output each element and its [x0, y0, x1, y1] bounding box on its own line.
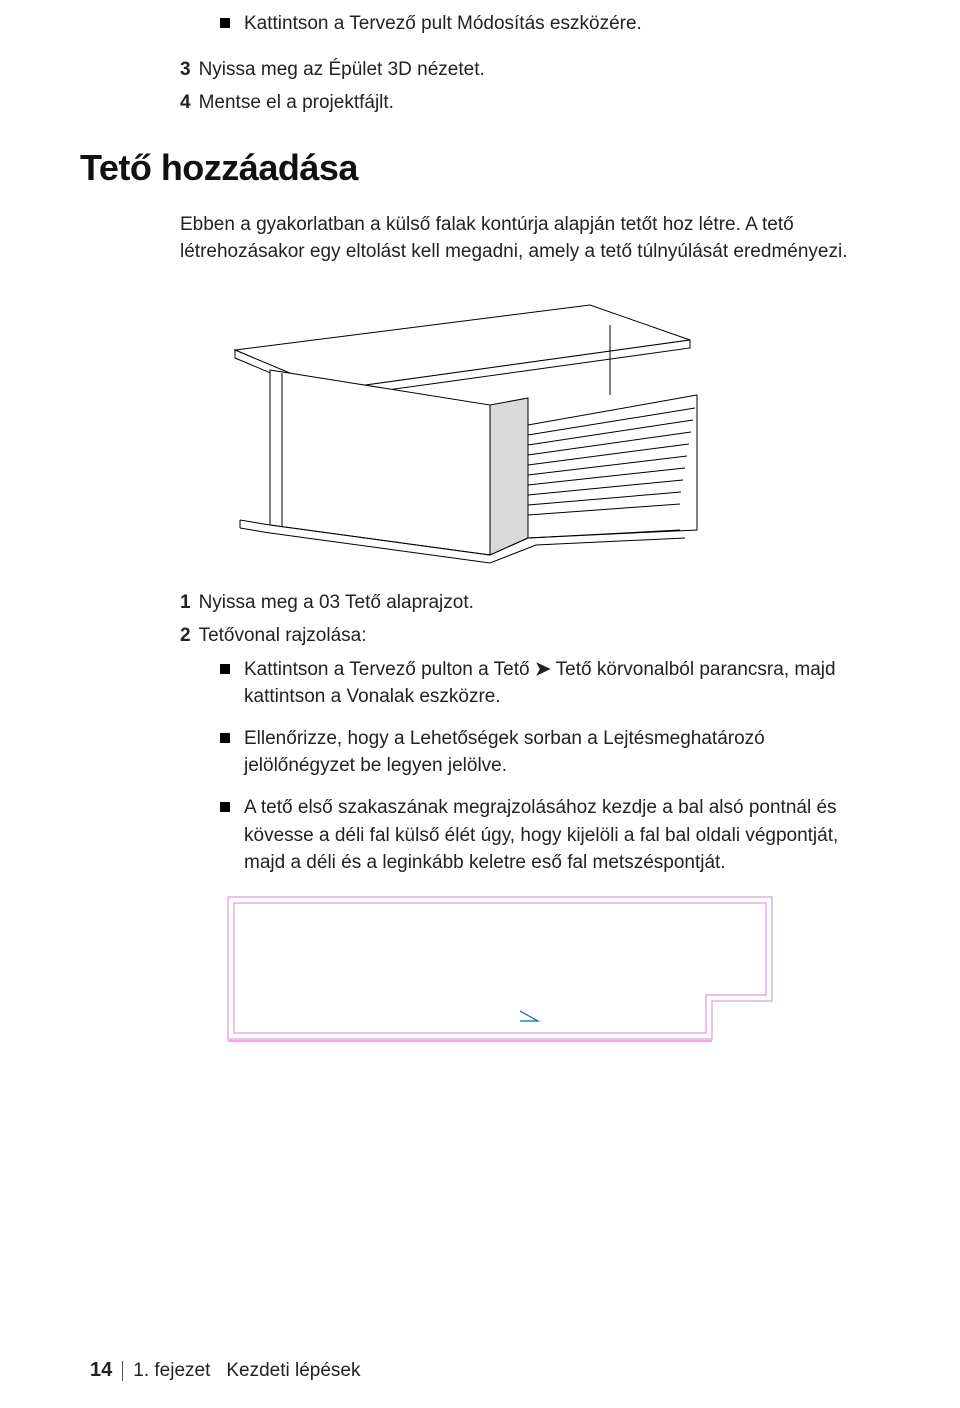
step2-bullet-1-text: Kattintson a Tervező pulton a Tető ➤ Tet…: [244, 656, 860, 711]
step2-bullet-3: A tető első szakaszának megrajzolásához …: [220, 794, 860, 877]
step-1: 1 Nyissa meg a 03 Tető alaprajzot.: [180, 589, 860, 617]
step-number: 1: [180, 589, 191, 617]
square-bullet-icon: [220, 18, 230, 28]
wall-block: [270, 370, 528, 555]
square-bullet-icon: [220, 664, 230, 674]
square-bullet-icon: [220, 802, 230, 812]
section-title: Tető hozzáadása: [80, 147, 860, 189]
stairs: [528, 395, 697, 538]
step-number: 3: [180, 56, 191, 84]
step-text: Tetővonal rajzolása:: [199, 622, 367, 650]
figure-3d-wrap: [180, 280, 860, 575]
top-bullet-1: Kattintson a Tervező pult Módosítás eszk…: [220, 10, 860, 38]
step-text: Mentse el a projektfájlt.: [199, 89, 394, 117]
slope-marker-icon: [520, 1011, 538, 1021]
section-intro: Ebben a gyakorlatban a külső falak kontú…: [180, 211, 850, 266]
chapter-number: 1. fejezet: [133, 1360, 210, 1382]
square-bullet-icon: [220, 733, 230, 743]
step-2: 2 Tetővonal rajzolása:: [180, 622, 860, 650]
arrow-icon: ➤: [535, 659, 551, 680]
step2-bullet-2-text: Ellenőrizze, hogy a Lehetőségek sorban a…: [244, 725, 860, 780]
step-number: 2: [180, 622, 191, 650]
step-text: Nyissa meg a 03 Tető alaprajzot.: [199, 589, 474, 617]
footer-separator-icon: [122, 1361, 123, 1381]
b1-prefix: Kattintson a Tervező pulton a Tető: [244, 659, 535, 680]
top-step-4: 4 Mentse el a projektfájlt.: [180, 89, 860, 117]
step2-bullet-2: Ellenőrizze, hogy a Lehetőségek sorban a…: [220, 725, 860, 780]
step-text: Nyissa meg az Épület 3D nézetet.: [199, 56, 485, 84]
figure-plan: [220, 889, 780, 1049]
page-footer: 14 1. fejezet Kezdeti lépések: [90, 1359, 361, 1382]
step-number: 4: [180, 89, 191, 117]
page-root: Kattintson a Tervező pult Módosítás eszk…: [0, 0, 960, 1408]
page-number: 14: [90, 1359, 112, 1382]
top-step-3: 3 Nyissa meg az Épület 3D nézetet.: [180, 56, 860, 84]
step2-bullet-3-text: A tető első szakaszának megrajzolásához …: [244, 794, 860, 877]
plan-walls: [228, 897, 772, 1039]
top-bullet-1-text: Kattintson a Tervező pult Módosítás eszk…: [244, 10, 642, 38]
step2-bullet-1: Kattintson a Tervező pulton a Tető ➤ Tet…: [220, 656, 860, 711]
figure-plan-wrap: [220, 889, 860, 1054]
section-intro-block: Ebben a gyakorlatban a külső falak kontú…: [180, 211, 850, 266]
figure-3d-roof: [180, 280, 700, 570]
chapter-title: Kezdeti lépések: [226, 1360, 360, 1382]
